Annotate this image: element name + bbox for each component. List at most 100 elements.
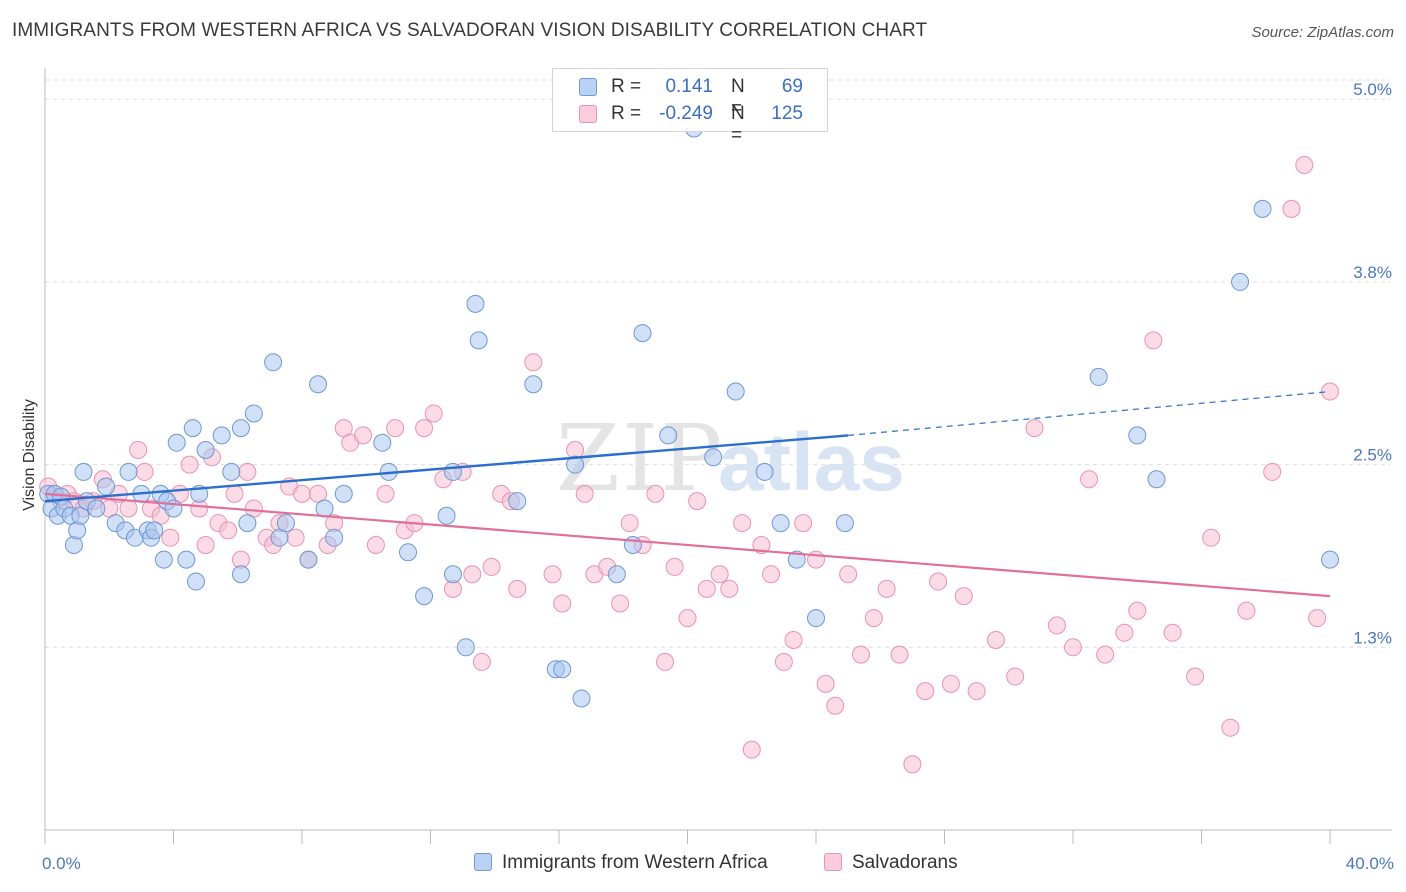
y-tick-label: 5.0% [1353, 80, 1392, 99]
data-point [154, 550, 173, 569]
data-point [864, 609, 883, 628]
data-point [472, 652, 491, 671]
trend-line-western-africa-extension [848, 390, 1331, 436]
data-point [1147, 470, 1166, 489]
data-point [231, 419, 250, 438]
data-point [704, 448, 723, 467]
data-point [463, 565, 482, 584]
data-point [572, 689, 591, 708]
data-point [466, 294, 485, 313]
axes [44, 68, 1392, 844]
x-tick-labels: 0.0% 40.0% [42, 854, 1394, 873]
data-point [1321, 382, 1339, 401]
data-point [553, 660, 572, 679]
data-point [1202, 528, 1221, 547]
data-point [1064, 638, 1082, 657]
data-point [646, 484, 665, 503]
data-point [309, 375, 328, 394]
data-point [231, 565, 250, 584]
y-tick-label: 1.3% [1353, 628, 1392, 647]
legend-swatch-blue [579, 78, 597, 96]
source-label: Source: ZipAtlas.com [1251, 24, 1394, 41]
data-point [733, 514, 752, 533]
data-point [1308, 609, 1327, 628]
western-africa-points [39, 119, 1339, 708]
data-point [186, 572, 205, 591]
data-point [1144, 331, 1163, 350]
data-point [443, 565, 462, 584]
data-point [524, 375, 543, 394]
data-point [145, 521, 164, 540]
data-point [424, 404, 443, 423]
data-point [1047, 616, 1066, 635]
data-point [678, 609, 697, 628]
y-tick-labels: 1.3% 2.5% 3.8% 5.0% [1353, 80, 1392, 647]
data-point [482, 557, 501, 576]
data-point [68, 521, 87, 540]
data-point [334, 484, 353, 503]
data-point [620, 514, 639, 533]
data-point [1186, 667, 1205, 686]
data-point [119, 499, 138, 518]
data-point [225, 484, 244, 503]
data-point [1231, 272, 1250, 291]
chart-title: IMMIGRANTS FROM WESTERN AFRICA VS SALVAD… [12, 20, 928, 41]
series-swatch-blue [474, 853, 492, 871]
trend-lines [44, 390, 1331, 598]
data-point [443, 462, 462, 481]
data-point [771, 514, 790, 533]
series-legend-salvadorans: Salvadorans [824, 852, 958, 874]
data-point [566, 455, 585, 474]
legend-n-value: 125 [771, 103, 803, 124]
data-point [877, 579, 896, 598]
legend: R = 0.141 N = 69 R = -0.249 N = 125 [552, 68, 828, 146]
data-point [135, 462, 154, 481]
data-point [119, 462, 138, 481]
data-point [386, 419, 405, 438]
data-point [903, 755, 922, 774]
data-point [219, 521, 238, 540]
y-tick-label: 3.8% [1353, 263, 1392, 282]
x-tick-label: 40.0% [1346, 854, 1394, 873]
data-point [354, 426, 373, 445]
legend-r-label: R = [611, 76, 642, 97]
data-point [1128, 601, 1147, 620]
data-point [212, 426, 231, 445]
x-tick-label: 0.0% [42, 854, 81, 873]
data-point [87, 499, 106, 518]
data-point [1253, 199, 1272, 218]
data-point [656, 652, 675, 671]
data-point [611, 594, 630, 613]
data-point [720, 579, 739, 598]
data-point [1128, 426, 1147, 445]
legend-n-label: N = [731, 76, 745, 119]
data-point [607, 565, 626, 584]
data-point [196, 441, 215, 459]
series-legend-western-africa: Immigrants from Western Africa [474, 852, 768, 874]
data-point [415, 587, 434, 606]
data-point [623, 536, 642, 554]
data-point [1321, 550, 1339, 569]
series-name-salvadorans: Salvadorans [852, 852, 958, 873]
data-point [325, 528, 344, 547]
data-point [688, 492, 707, 511]
data-point [293, 484, 311, 503]
data-point [633, 324, 652, 343]
data-point [1080, 470, 1099, 489]
data-point [826, 696, 845, 715]
data-point [376, 484, 395, 503]
data-point [415, 419, 434, 438]
data-point [807, 609, 825, 628]
data-point [752, 536, 771, 554]
data-point [276, 514, 295, 533]
data-point [373, 433, 392, 452]
y-axis-label: Vision Disability [21, 399, 38, 511]
data-point [1263, 462, 1282, 481]
data-point [1163, 623, 1182, 642]
data-point [543, 565, 562, 584]
data-point [787, 550, 806, 569]
data-point [659, 426, 678, 445]
data-point [816, 674, 835, 693]
data-point [469, 331, 488, 350]
